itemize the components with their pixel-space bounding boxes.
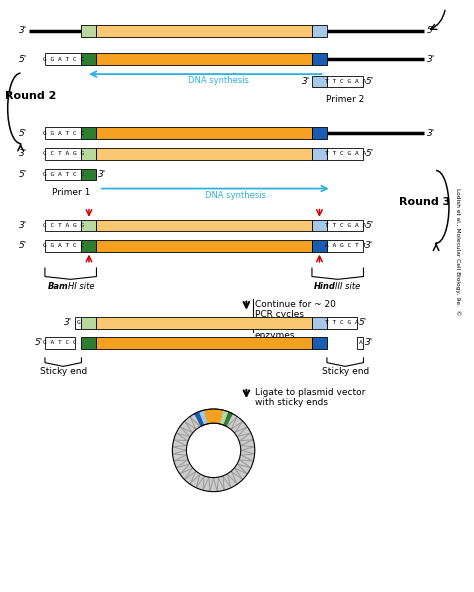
Text: A A G C T T: A A G C T T <box>325 243 366 248</box>
Text: Hind: Hind <box>313 282 336 291</box>
Bar <box>45 337 75 349</box>
Text: HI site: HI site <box>68 282 95 291</box>
Bar <box>312 317 327 329</box>
Text: Sticky end: Sticky end <box>40 367 87 377</box>
Bar <box>327 220 364 231</box>
Bar <box>97 148 312 160</box>
Bar <box>45 53 82 65</box>
Text: DNA synthesis: DNA synthesis <box>188 76 249 85</box>
Text: C C T A G G: C C T A G G <box>43 152 84 156</box>
Text: 5': 5' <box>427 27 436 36</box>
Bar <box>327 240 364 252</box>
Text: 3': 3' <box>302 77 310 86</box>
Text: T T C G A A: T T C G A A <box>325 223 366 228</box>
Bar <box>327 76 364 88</box>
Text: 3': 3' <box>98 170 106 179</box>
Bar <box>45 240 82 252</box>
Bar <box>97 317 312 329</box>
Text: Sticky end: Sticky end <box>321 367 369 377</box>
Text: 3': 3' <box>19 27 27 36</box>
Text: Round 2: Round 2 <box>5 91 56 101</box>
PathPatch shape <box>204 409 223 424</box>
Bar <box>357 337 364 349</box>
Bar <box>75 317 82 329</box>
Text: G: G <box>77 320 80 326</box>
Text: A: A <box>358 340 362 345</box>
Text: T T C G A A: T T C G A A <box>325 79 366 84</box>
Bar <box>82 337 97 349</box>
Text: Bam: Bam <box>47 282 68 291</box>
Text: 3': 3' <box>19 149 27 158</box>
Text: 5': 5' <box>19 54 27 63</box>
Bar <box>82 317 97 329</box>
Text: G A T C C: G A T C C <box>43 340 77 345</box>
Bar <box>312 53 327 65</box>
Text: 3': 3' <box>64 318 73 327</box>
Text: 3': 3' <box>427 128 436 138</box>
PathPatch shape <box>220 410 228 425</box>
Bar <box>97 240 312 252</box>
Text: 5': 5' <box>365 77 374 86</box>
Bar <box>82 53 97 65</box>
Text: Primer 2: Primer 2 <box>326 95 365 104</box>
Bar <box>97 220 312 231</box>
Bar <box>82 240 97 252</box>
Text: Round 3: Round 3 <box>399 198 450 207</box>
Circle shape <box>186 423 241 478</box>
Text: III site: III site <box>336 282 361 291</box>
Text: 3': 3' <box>427 54 436 63</box>
Bar <box>97 53 312 65</box>
Bar <box>82 127 97 139</box>
PathPatch shape <box>194 412 204 426</box>
Text: Ligate to plasmid vector
with sticky ends: Ligate to plasmid vector with sticky end… <box>255 388 365 407</box>
Bar <box>97 25 312 37</box>
Bar <box>82 220 97 231</box>
Text: 5': 5' <box>19 242 27 250</box>
PathPatch shape <box>199 410 207 425</box>
Text: Lodish et al., Molecular Cell Biology, 9e.  ©: Lodish et al., Molecular Cell Biology, 9… <box>456 188 461 316</box>
Text: Primer 1: Primer 1 <box>52 188 90 197</box>
Bar <box>82 25 97 37</box>
Bar <box>312 76 327 88</box>
Bar <box>327 317 357 329</box>
Text: G G A T C C: G G A T C C <box>43 57 84 62</box>
Bar <box>97 337 312 349</box>
Text: 5': 5' <box>19 170 27 179</box>
Text: G G A T C C: G G A T C C <box>43 172 84 177</box>
PathPatch shape <box>223 412 233 426</box>
Text: 5': 5' <box>19 128 27 138</box>
Bar <box>45 169 82 181</box>
Text: 5': 5' <box>359 318 367 327</box>
Bar <box>82 169 97 181</box>
Text: G G A T C C: G G A T C C <box>43 131 84 136</box>
Bar <box>327 148 364 160</box>
Bar <box>312 337 327 349</box>
Text: 5': 5' <box>35 338 43 347</box>
Bar <box>312 127 327 139</box>
Bar <box>312 25 327 37</box>
Bar <box>45 127 82 139</box>
Text: DNA synthesis: DNA synthesis <box>205 191 265 200</box>
Text: C C T A G G: C C T A G G <box>43 223 84 228</box>
Bar <box>312 220 327 231</box>
Text: G G A T C C: G G A T C C <box>43 243 84 248</box>
Bar <box>312 148 327 160</box>
Text: Continue for ~ 20
PCR cycles
Cut with restriction
enzymes: Continue for ~ 20 PCR cycles Cut with re… <box>255 300 342 340</box>
Bar <box>312 240 327 252</box>
Text: 5': 5' <box>365 149 374 158</box>
Text: 3': 3' <box>19 221 27 230</box>
Text: T T C G A: T T C G A <box>325 320 359 326</box>
Text: 5': 5' <box>365 221 374 230</box>
Text: 3': 3' <box>365 242 374 250</box>
Bar <box>45 220 82 231</box>
Text: 3': 3' <box>365 338 373 347</box>
Bar <box>82 148 97 160</box>
Bar <box>97 127 312 139</box>
Text: T T C G A A: T T C G A A <box>325 152 366 156</box>
Bar <box>45 148 82 160</box>
